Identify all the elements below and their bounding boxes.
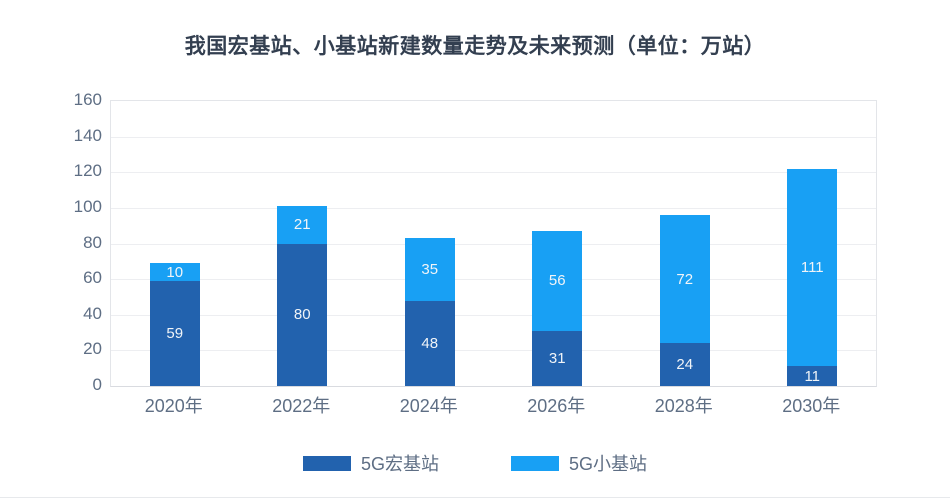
bar-value-label: 59 bbox=[166, 324, 184, 342]
bar-2030年: 111 11 bbox=[787, 168, 838, 386]
bar-value-label: 11 bbox=[804, 367, 821, 385]
legend-label: 5G小基站 bbox=[569, 454, 648, 474]
y-tick-label: 80 bbox=[83, 232, 102, 252]
bar-segment-5G宏基站: 24 bbox=[659, 343, 710, 386]
bar-value-label: 48 bbox=[421, 334, 439, 352]
bar-segment-5G小基站: 35 bbox=[404, 238, 455, 301]
bar-value-label: 24 bbox=[676, 356, 694, 374]
y-tick-label: 40 bbox=[83, 303, 102, 323]
bar-segment-5G宏基站: 11 bbox=[787, 366, 838, 386]
y-tick-label: 20 bbox=[83, 339, 102, 359]
bar-value-label: 10 bbox=[166, 263, 184, 281]
bar-segment-5G宏基站: 48 bbox=[404, 300, 455, 386]
x-tick-label: 2024年 bbox=[399, 396, 458, 416]
x-tick-label: 2030年 bbox=[782, 396, 841, 416]
y-tick-label: 140 bbox=[73, 125, 102, 145]
y-tick-label: 100 bbox=[73, 196, 102, 216]
bar-segment-5G小基站: 21 bbox=[277, 206, 328, 244]
bar-segment-5G宏基站: 80 bbox=[277, 243, 328, 386]
legend-label: 5G宏基站 bbox=[360, 454, 439, 474]
bar-value-label: 21 bbox=[293, 216, 311, 234]
y-tick-label: 60 bbox=[83, 268, 102, 288]
bar-2024年: 35 48 bbox=[404, 238, 455, 386]
bar-value-label: 72 bbox=[676, 270, 694, 288]
legend-item-5G小基站: 5G小基站 bbox=[511, 450, 647, 476]
legend-item-5G宏基站: 5G宏基站 bbox=[302, 450, 439, 476]
gridline bbox=[111, 350, 876, 352]
gridline bbox=[111, 172, 876, 174]
bar-value-label: 31 bbox=[548, 349, 566, 367]
x-tick-label: 2028年 bbox=[654, 396, 713, 416]
x-axis: 2020年 2022年 2024年 2026年 2028年 2030年 bbox=[110, 392, 875, 418]
legend-swatch-5G宏基站 bbox=[302, 455, 351, 471]
x-tick-label: 2022年 bbox=[272, 396, 331, 416]
gridline bbox=[111, 136, 876, 138]
bar-segment-5G小基站: 10 bbox=[149, 263, 200, 281]
bar-segment-5G宏基站: 59 bbox=[149, 280, 200, 386]
bar-segment-5G小基站: 72 bbox=[659, 215, 710, 344]
y-axis: 0 20 40 60 80 100 120 140 160 bbox=[0, 90, 102, 394]
legend: 5G宏基站 5G小基站 bbox=[0, 450, 950, 476]
plot-area: 10 59 21 80 35 48 56 31 72 24 111 11 bbox=[110, 100, 877, 387]
bar-2026年: 56 31 bbox=[532, 231, 583, 386]
bar-value-label: 35 bbox=[421, 260, 439, 278]
x-tick-label: 2020年 bbox=[144, 396, 203, 416]
bar-segment-5G宏基站: 31 bbox=[532, 330, 583, 386]
bar-2028年: 72 24 bbox=[659, 215, 710, 386]
x-tick-label: 2026年 bbox=[527, 396, 586, 416]
bar-segment-5G小基站: 56 bbox=[532, 231, 583, 331]
bar-value-label: 111 bbox=[800, 259, 824, 277]
gridline bbox=[111, 243, 876, 245]
legend-swatch-5G小基站 bbox=[511, 455, 559, 471]
bar-value-label: 80 bbox=[293, 306, 311, 324]
y-tick-label: 0 bbox=[92, 375, 102, 394]
gridline bbox=[111, 279, 876, 281]
bar-segment-5G小基站: 111 bbox=[787, 168, 838, 367]
bar-2020年: 10 59 bbox=[149, 263, 200, 386]
gridline bbox=[111, 314, 876, 316]
page-bottom-divider bbox=[0, 497, 950, 498]
bar-value-label: 56 bbox=[548, 272, 566, 290]
y-tick-label: 160 bbox=[73, 90, 102, 109]
bar-2022年: 21 80 bbox=[277, 206, 328, 386]
y-tick-label: 120 bbox=[73, 161, 102, 181]
chart-title: 我国宏基站、小基站新建数量走势及未来预测（单位：万站） bbox=[184, 35, 766, 58]
gridline bbox=[111, 207, 876, 209]
